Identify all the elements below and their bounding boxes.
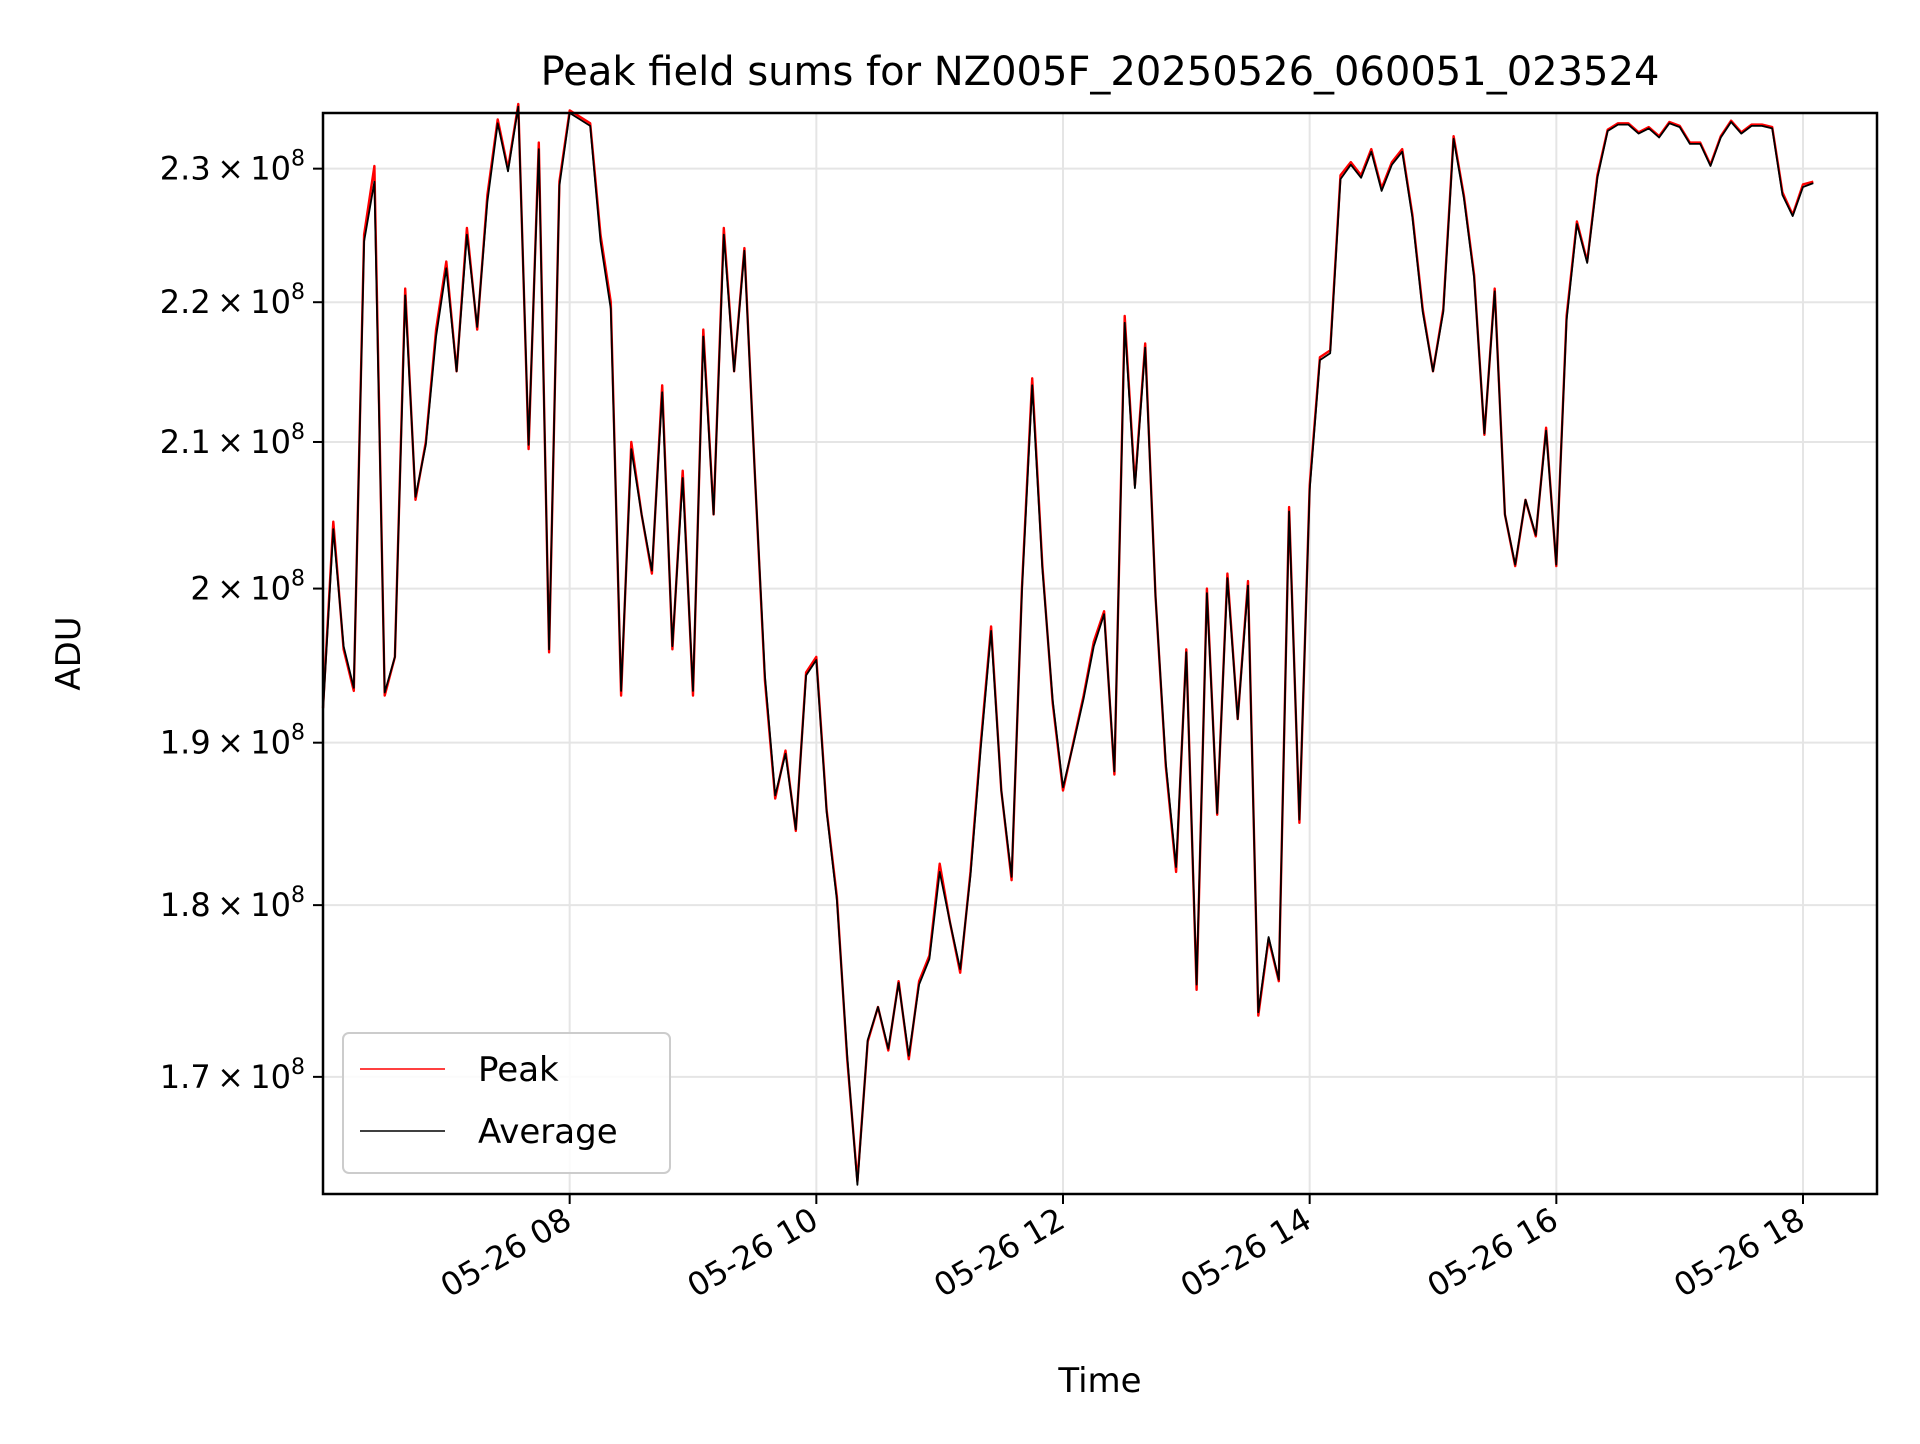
y-tick-label: 2.3 × 108	[160, 147, 305, 188]
grid-layer	[323, 113, 1877, 1194]
y-tick-label: 2.2 × 108	[160, 280, 305, 321]
legend-label-average: Average	[478, 1112, 618, 1152]
legend-box	[342, 1032, 671, 1174]
y-tick-label: 1.9 × 108	[160, 721, 305, 762]
chart-title: Peak field sums for NZ005F_20250526_0600…	[541, 49, 1660, 95]
legend-label-peak: Peak	[478, 1050, 559, 1090]
y-tick-label: 2 × 108	[190, 567, 305, 608]
y-axis-title: ADU	[49, 616, 89, 690]
plot-frame	[321, 111, 1879, 1196]
legend: Peak Average	[342, 1032, 671, 1174]
y-tick-label: 2.1 × 108	[160, 420, 305, 461]
y-tick-label: 1.7 × 108	[160, 1055, 305, 1096]
x-axis-title: Time	[1057, 1361, 1141, 1401]
y-axis: 1.7 × 108 1.8 × 108 1.9 × 108 2 × 108 2.1 × …	[160, 147, 323, 1096]
y-tick-label: 1.8 × 108	[160, 883, 305, 924]
